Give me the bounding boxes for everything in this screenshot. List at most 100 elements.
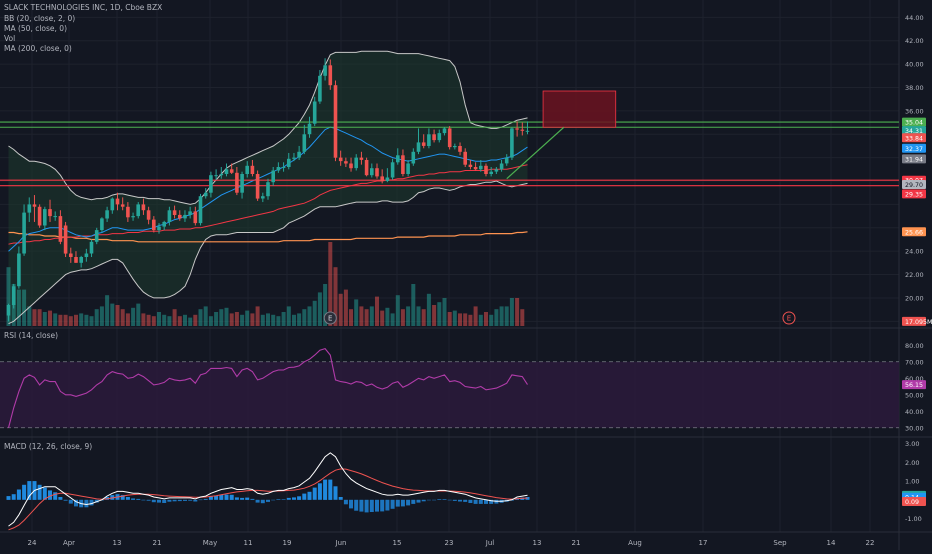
candle-body-54 [287, 158, 291, 167]
time-tick-11: 13 [533, 539, 542, 547]
macd-hist-bar-85 [447, 499, 452, 501]
candle-body-14 [79, 257, 83, 263]
candle-body-86 [453, 146, 457, 148]
bb-lower-line [8, 180, 528, 325]
candle-body-96 [504, 157, 509, 164]
candle-92 [484, 163, 488, 177]
legend-bb: BB (20, close, 2, 0) [4, 14, 76, 23]
volume-bar-40 [214, 312, 219, 326]
macd-hist-bar-92 [484, 499, 488, 504]
volume-bar-37 [198, 309, 203, 326]
macd-hist-bar-38 [203, 498, 208, 500]
price-label-8: 25.66 [905, 229, 923, 236]
candle-body-30 [162, 221, 166, 227]
candle-body-6 [37, 206, 42, 226]
macd-hist-bar-0 [6, 496, 11, 500]
macd-hist-bar-11 [63, 499, 68, 501]
legend-vol: Vol [4, 34, 16, 43]
candle-body-32 [172, 210, 177, 215]
price-label-box-1 [902, 126, 926, 136]
candle-85 [447, 126, 452, 150]
candle-50 [266, 178, 270, 200]
price-label-1: 34.31 [905, 128, 923, 135]
macd-hist-bar-88 [463, 499, 468, 502]
volume-bar-84 [442, 298, 447, 326]
volume-bar-60 [317, 292, 322, 326]
volume-bar-5 [32, 309, 37, 326]
candle-70 [370, 163, 374, 178]
candle-21 [115, 192, 120, 211]
candle-54 [287, 152, 291, 170]
volume-bar-44 [234, 312, 239, 326]
volume-bar-22 [120, 309, 125, 326]
candle-40 [214, 169, 218, 180]
candle-84 [442, 127, 447, 136]
candle-99 [520, 122, 525, 136]
candles [6, 58, 530, 322]
candle-body-37 [198, 196, 203, 224]
candle-body-99 [520, 129, 525, 131]
candle-body-65 [344, 161, 348, 164]
volume-bar-20 [110, 303, 115, 326]
volume-bar-11 [63, 314, 68, 326]
volume-bar-57 [302, 309, 307, 326]
volume-bar-0 [6, 267, 11, 326]
macd-hist-bar-51 [271, 499, 276, 501]
price-tick-5: 24.00 [905, 248, 924, 256]
candle-body-68 [359, 157, 364, 160]
candle-body-0 [6, 305, 11, 316]
volume-bar-64 [338, 293, 343, 326]
macd-hist-bar-90 [473, 499, 478, 504]
volume-bar-16 [89, 316, 94, 326]
volume-bar-41 [219, 309, 224, 326]
volume-bar-39 [208, 316, 213, 326]
candle-100 [525, 121, 530, 135]
candle-body-89 [468, 164, 473, 167]
candle-body-90 [473, 167, 478, 170]
price-label-9: 17.095M [905, 319, 932, 326]
price-tick-2: 40.00 [905, 61, 924, 69]
macd-hist-bar-16 [89, 499, 94, 506]
candle-0 [6, 303, 11, 322]
price-tick-0: 44.00 [905, 14, 924, 22]
candle-body-87 [458, 146, 462, 152]
candle-41 [219, 167, 224, 179]
candle-51 [271, 167, 275, 186]
candle-body-11 [63, 225, 68, 254]
candle-body-76 [401, 155, 405, 174]
volume-bar-18 [99, 306, 104, 326]
macd-hist-bar-82 [432, 499, 437, 501]
macd-hist-bar-4 [27, 481, 32, 500]
candle-body-92 [484, 165, 488, 174]
volume-bar-4 [27, 306, 32, 326]
macd-hist-bar-60 [317, 483, 322, 500]
volume-bar-12 [68, 316, 73, 326]
candle-15 [84, 248, 89, 262]
candle-18 [100, 217, 104, 233]
volume-bar-99 [520, 309, 525, 326]
rsi-tick-2: 60.00 [905, 375, 924, 383]
earnings-label-0: E [328, 315, 332, 323]
price-label-box-6 [902, 180, 926, 190]
candle-87 [458, 142, 462, 156]
rsi-last-box [902, 380, 926, 390]
candle-body-13 [74, 257, 78, 263]
candle-body-85 [447, 128, 452, 148]
macd-hist-bar-79 [416, 499, 421, 503]
candle-73 [385, 168, 390, 183]
volume-bar-94 [494, 309, 499, 326]
macd-hist-bar-42 [224, 494, 229, 500]
candle-44 [235, 167, 239, 196]
time-tick-0: 24 [28, 539, 37, 547]
volume-bar-79 [416, 306, 421, 326]
candle-body-31 [167, 210, 172, 222]
price-label-6: 29.70 [905, 182, 923, 189]
rsi-tick-5: 30.00 [905, 424, 924, 432]
macd-hist-bar-28 [151, 499, 156, 503]
volume-bar-26 [141, 313, 146, 326]
macd-hist-bar-36 [193, 499, 198, 502]
macd-hist-bar-8 [48, 490, 52, 500]
candle-64 [338, 150, 343, 166]
candle-body-66 [349, 163, 353, 169]
